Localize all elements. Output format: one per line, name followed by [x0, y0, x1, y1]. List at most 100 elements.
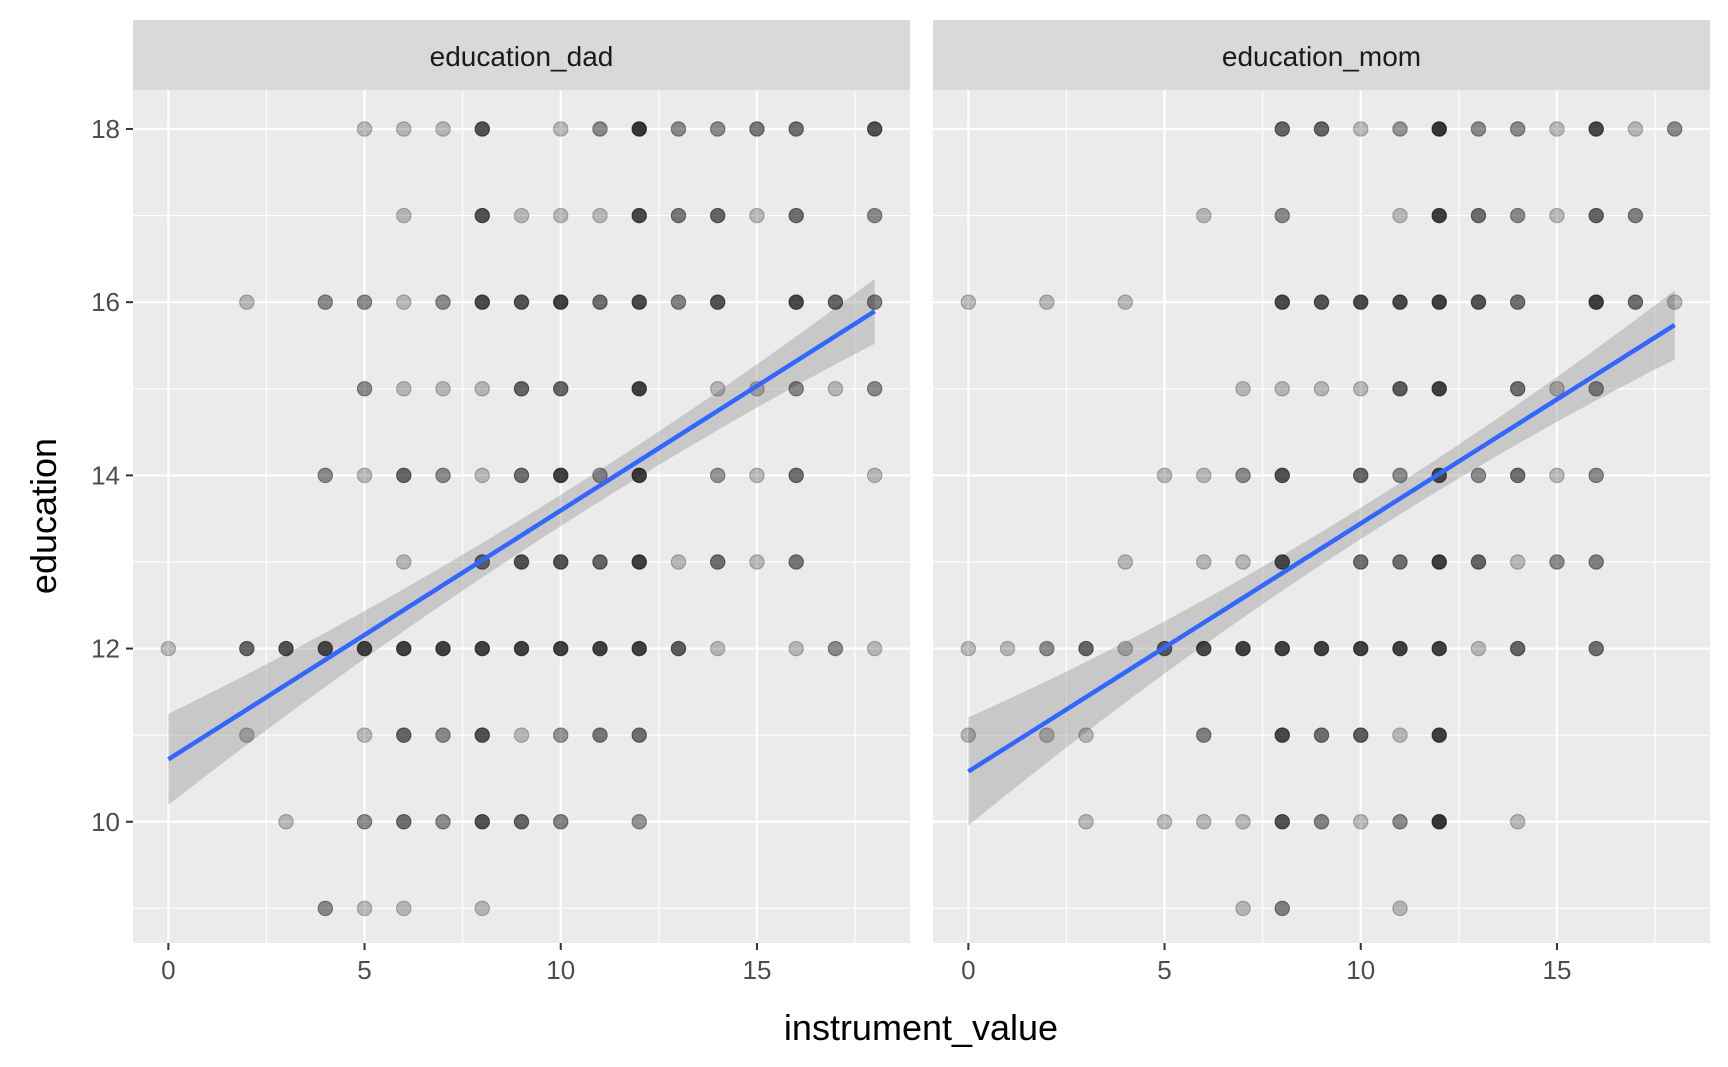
- data-point: [960, 727, 977, 743]
- data-point: [1274, 814, 1291, 830]
- y-axis-ticks: 10 12 14 16 18: [91, 114, 133, 837]
- data-point: [1313, 640, 1330, 657]
- data-point: [827, 381, 844, 397]
- data-point: [1352, 381, 1369, 397]
- data-point: [1392, 207, 1408, 224]
- data-point: [866, 207, 883, 224]
- strip-background: [933, 20, 1710, 90]
- data-point: [670, 294, 687, 310]
- data-point: [552, 207, 569, 224]
- data-point: [1627, 121, 1644, 137]
- data-point: [749, 554, 765, 570]
- data-point: [1509, 207, 1526, 224]
- data-point: [709, 207, 726, 224]
- data-point: [1196, 814, 1212, 830]
- data-point: [317, 900, 334, 917]
- panel-background: [133, 90, 910, 943]
- data-point: [631, 381, 647, 397]
- data-point: [592, 294, 608, 310]
- data-point: [396, 467, 412, 484]
- data-point: [396, 814, 412, 830]
- data-point: [1274, 207, 1291, 224]
- data-point: [631, 640, 647, 657]
- data-point: [1352, 121, 1369, 137]
- data-point: [1431, 554, 1447, 570]
- x-tick-label: 15: [1542, 955, 1571, 985]
- data-point: [1588, 467, 1604, 484]
- data-point: [788, 467, 804, 484]
- data-point: [709, 467, 726, 484]
- data-point: [278, 814, 294, 830]
- data-point: [513, 554, 530, 570]
- data-point: [1588, 294, 1604, 310]
- data-point: [631, 467, 647, 484]
- x-tick-label: 15: [742, 955, 771, 985]
- data-point: [1509, 640, 1526, 657]
- data-point: [788, 207, 804, 224]
- data-point: [1509, 814, 1526, 830]
- data-point: [788, 554, 804, 570]
- data-point: [474, 727, 491, 743]
- data-point: [749, 467, 765, 484]
- data-point: [592, 640, 608, 657]
- data-point: [1392, 640, 1408, 657]
- data-point: [866, 640, 883, 657]
- data-point: [709, 381, 726, 397]
- data-point: [396, 121, 412, 137]
- data-point: [435, 727, 451, 743]
- y-axis-title: education: [23, 438, 64, 594]
- data-point: [513, 467, 530, 484]
- data-point: [1352, 814, 1369, 830]
- data-point: [396, 554, 412, 570]
- scatter-points: [960, 121, 1683, 917]
- data-point: [866, 294, 883, 310]
- data-point: [1392, 554, 1408, 570]
- data-point: [1313, 381, 1330, 397]
- regression-line-path: [167, 309, 876, 762]
- data-point: [592, 467, 608, 484]
- x-tick-label: 5: [357, 955, 371, 985]
- data-point: [1470, 207, 1487, 224]
- data-point: [1392, 900, 1408, 917]
- x-axis-ticks: 0 5 10 15: [961, 943, 1571, 985]
- data-point: [1078, 640, 1094, 657]
- data-point: [474, 467, 491, 484]
- data-point: [1392, 381, 1408, 397]
- data-point: [513, 814, 530, 830]
- data-point: [1509, 467, 1526, 484]
- data-point: [317, 467, 334, 484]
- data-point: [1588, 554, 1604, 570]
- data-point: [749, 121, 765, 137]
- strip-background: [133, 20, 910, 90]
- data-point: [474, 640, 491, 657]
- data-point: [827, 640, 844, 657]
- facet-panel-mom: education_mom 0 5 10 15: [933, 20, 1710, 985]
- data-point: [1509, 121, 1526, 137]
- data-point: [513, 207, 530, 224]
- data-point: [1549, 381, 1565, 397]
- data-point: [1431, 207, 1447, 224]
- data-point: [474, 381, 491, 397]
- data-point: [1313, 727, 1330, 743]
- data-point: [631, 554, 647, 570]
- data-point: [788, 381, 804, 397]
- data-point: [356, 727, 373, 743]
- data-point: [1431, 121, 1447, 137]
- regression-line: [167, 309, 876, 762]
- data-point: [1274, 727, 1291, 743]
- data-point: [1156, 467, 1173, 484]
- data-point: [1235, 640, 1251, 657]
- data-point: [317, 640, 334, 657]
- data-point: [788, 121, 804, 137]
- data-point: [239, 727, 255, 743]
- data-point: [1588, 121, 1604, 137]
- data-point: [552, 467, 569, 484]
- data-point: [1627, 294, 1644, 310]
- y-tick-label: 18: [91, 114, 120, 144]
- data-point: [513, 727, 530, 743]
- data-point: [474, 294, 491, 310]
- data-point: [1235, 554, 1251, 570]
- data-point: [709, 121, 726, 137]
- data-point: [670, 121, 687, 137]
